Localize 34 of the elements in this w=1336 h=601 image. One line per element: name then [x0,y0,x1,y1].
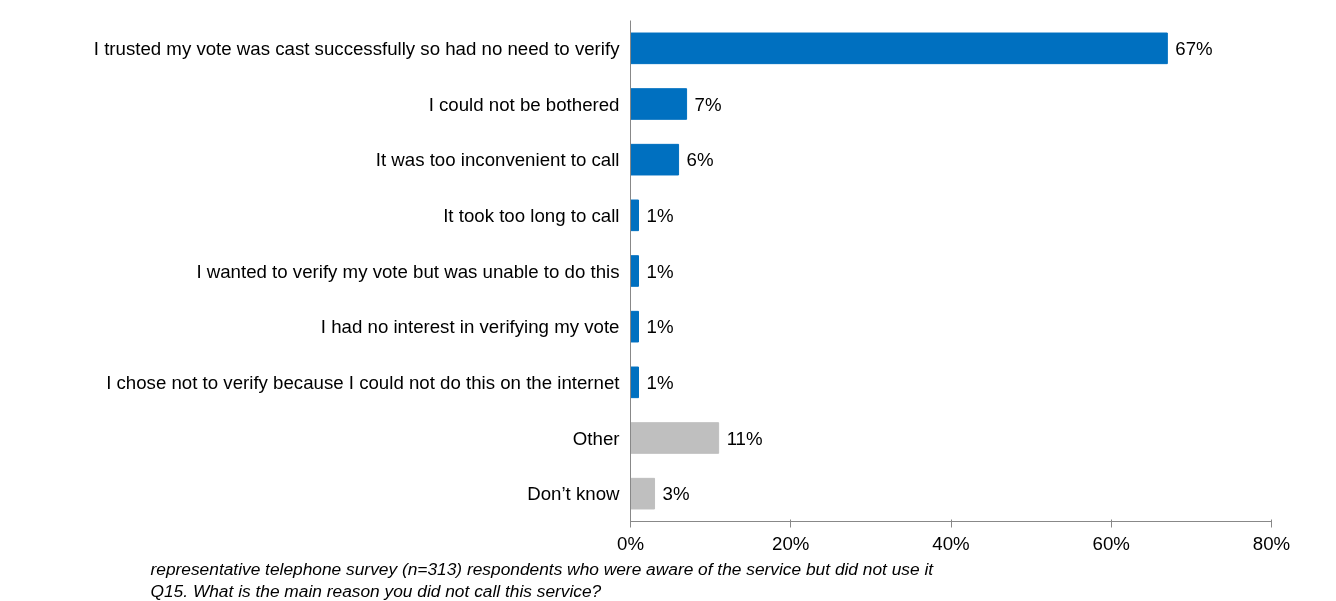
data-label: 1% [646,260,674,282]
bar [630,199,640,232]
data-label: 67% [1175,37,1213,59]
bar [630,366,640,399]
y-tick-label: Other [572,427,620,449]
y-tick-label: I trusted my vote was cast successfully so had no need to verify [93,37,621,59]
data-label: 1% [646,316,674,338]
x-tick-label: 0% [617,532,644,554]
y-tick-label: I could not be bothered [428,93,620,115]
bar [630,255,640,287]
y-tick-label: I chose not to verify because I could not do this on the internet [106,371,621,393]
bar [630,477,656,510]
y-tick-label: I had no interest in verifying my vote [320,316,620,338]
y-tick-label: I wanted to verify my vote but was unable to do this [196,260,620,282]
data-label: 3% [662,483,690,505]
x-tick-label: 20% [772,532,810,554]
bar [630,32,1168,65]
text: Q15. What is the main reason you did not call this service? [150,580,602,601]
y-tick-label: It took too long to call [443,204,620,226]
data-label: 1% [646,371,674,393]
data-label: 1% [646,204,674,226]
x-tick-label: 40% [932,532,970,554]
x-tick-label: 60% [1092,532,1130,554]
text: representative telephone survey (n=313) respondents who were aware of the service but did not use it [150,558,935,579]
y-tick-label: It was too inconvenient to call [375,149,620,171]
bar [630,143,680,176]
bar [630,310,640,343]
y-tick-label: Don’t know [527,483,621,505]
bar [630,88,688,120]
x-tick-label: 80% [1252,532,1291,554]
data-label: 6% [686,149,714,171]
data-label: 7% [694,93,722,115]
data-label: 11% [726,427,763,449]
bar [630,422,720,454]
